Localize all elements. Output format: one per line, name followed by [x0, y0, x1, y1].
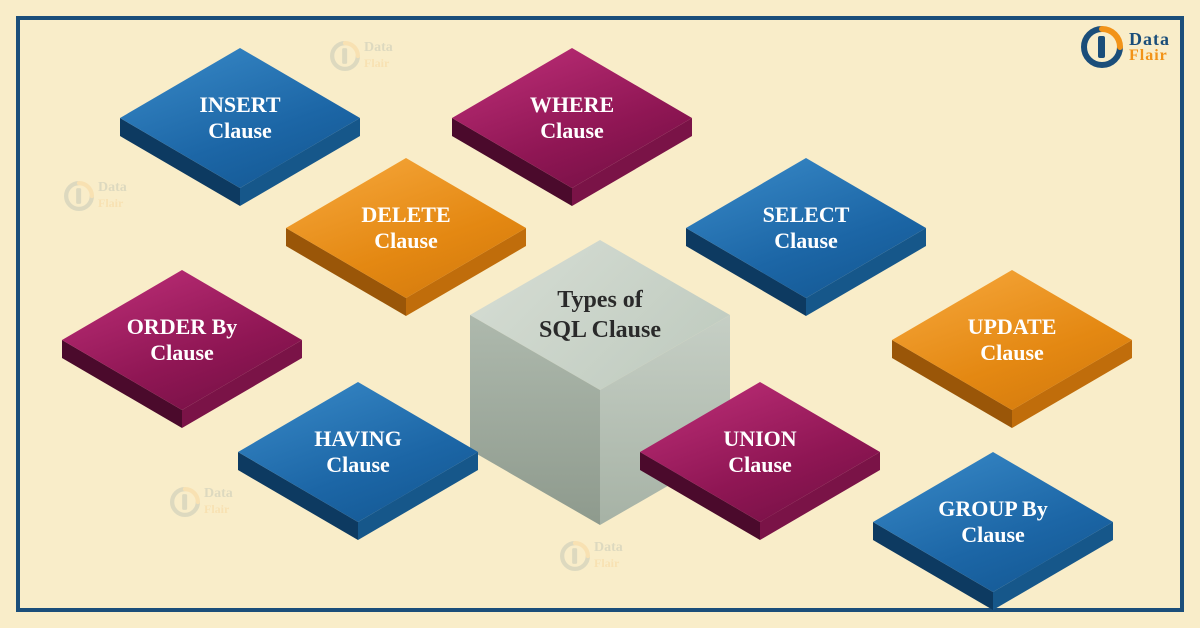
- center-title-l1: Types of: [557, 287, 643, 313]
- diamond-delete: DELETEClause: [286, 158, 526, 298]
- brand-logo-icon: [1081, 26, 1123, 68]
- diamond-label: UPDATEClause: [892, 270, 1132, 410]
- brand-logo-text: Data Flair: [1129, 30, 1170, 64]
- diamond-label: DELETEClause: [286, 158, 526, 298]
- brand-line1: Data: [1129, 30, 1170, 48]
- diamond-update: UPDATEClause: [892, 270, 1132, 410]
- diamond-groupby: GROUP ByClause: [873, 452, 1113, 592]
- diamond-label: GROUP ByClause: [873, 452, 1113, 592]
- diamond-label: SELECTClause: [686, 158, 926, 298]
- diamond-label: UNIONClause: [640, 382, 880, 522]
- diamond-label: HAVINGClause: [238, 382, 478, 522]
- brand-logo: Data Flair: [1081, 26, 1170, 68]
- center-title-l2: SQL Clause: [539, 317, 661, 343]
- diamond-having: HAVINGClause: [238, 382, 478, 522]
- diamond-union: UNIONClause: [640, 382, 880, 522]
- diamond-select: SELECTClause: [686, 158, 926, 298]
- brand-line2: Flair: [1129, 48, 1170, 64]
